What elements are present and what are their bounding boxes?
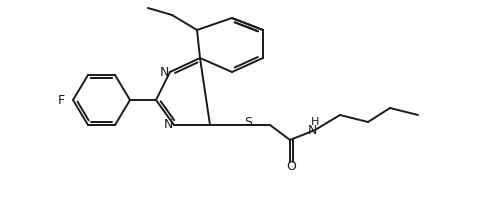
Text: N: N xyxy=(308,124,316,137)
Text: H: H xyxy=(311,117,319,127)
Text: O: O xyxy=(286,160,296,173)
Text: S: S xyxy=(244,116,252,128)
Text: N: N xyxy=(163,119,173,131)
Text: N: N xyxy=(159,66,169,78)
Text: F: F xyxy=(58,93,64,106)
